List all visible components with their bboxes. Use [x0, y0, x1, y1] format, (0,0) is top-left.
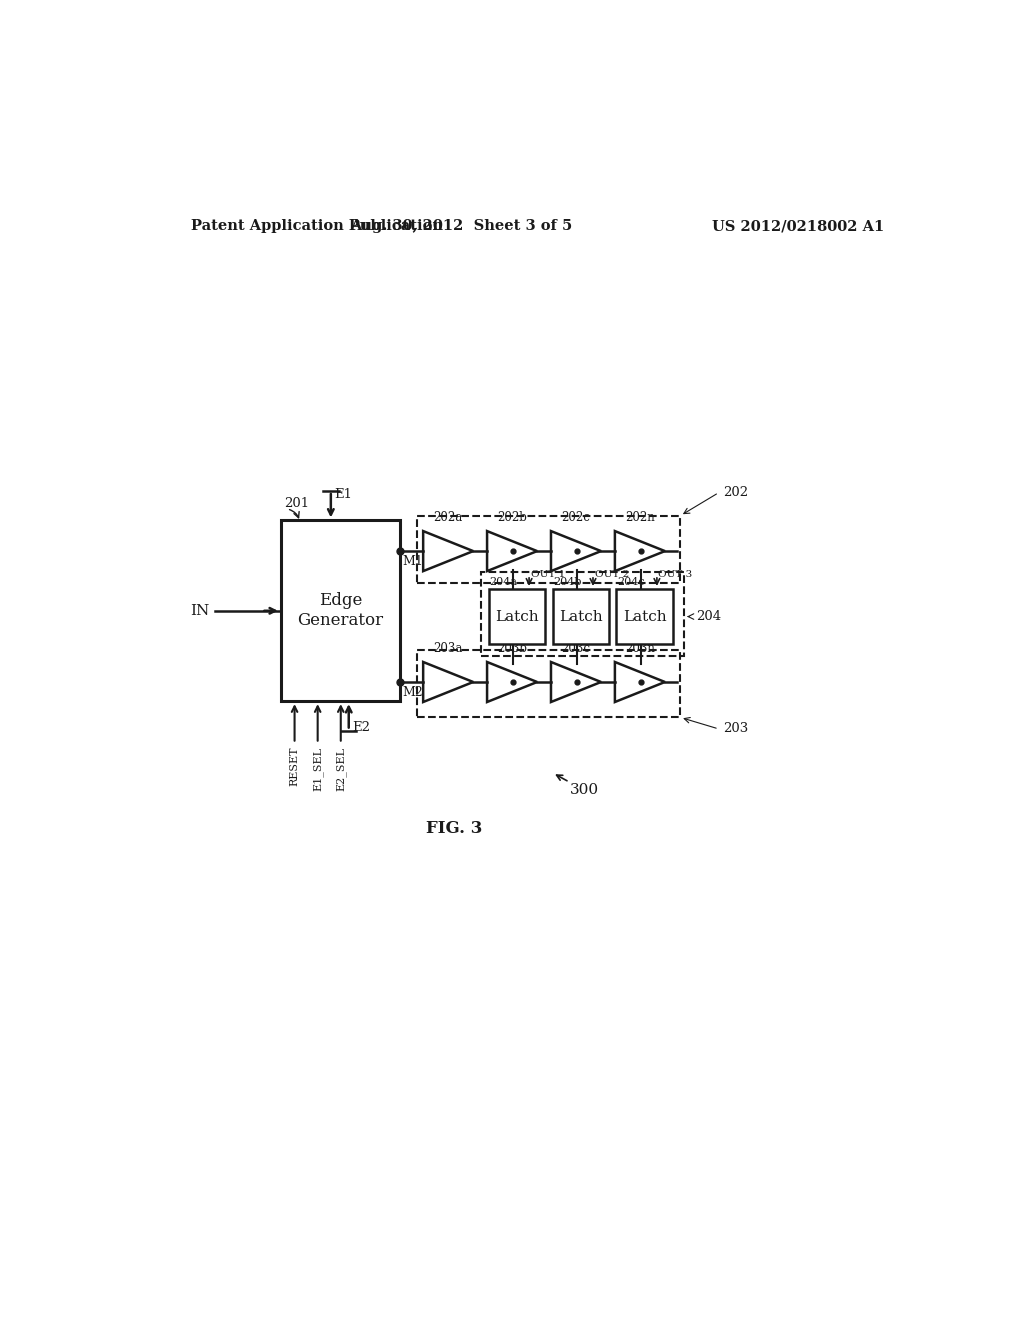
Text: Patent Application Publication: Patent Application Publication: [190, 219, 442, 234]
Text: Latch: Latch: [559, 610, 602, 623]
Text: OUT 1: OUT 1: [530, 570, 565, 579]
Text: E1_SEL: E1_SEL: [312, 747, 323, 791]
Bar: [417, 651, 680, 718]
Text: 204a: 204a: [489, 577, 517, 586]
Bar: [417, 516, 680, 582]
Text: 204c: 204c: [617, 577, 645, 586]
Text: Latch: Latch: [495, 610, 539, 623]
Text: Edge
Generator: Edge Generator: [297, 593, 383, 630]
Bar: [553, 589, 608, 644]
Text: Aug. 30, 2012  Sheet 3 of 5: Aug. 30, 2012 Sheet 3 of 5: [350, 219, 572, 234]
Text: 203c: 203c: [561, 642, 591, 655]
Text: 203b: 203b: [497, 642, 527, 655]
Text: 202a: 202a: [433, 511, 463, 524]
Text: E1: E1: [335, 488, 352, 502]
Text: E2_SEL: E2_SEL: [336, 747, 346, 791]
Text: 203a: 203a: [433, 642, 463, 655]
Bar: [281, 520, 400, 701]
Text: OUT 2: OUT 2: [595, 570, 629, 579]
Text: 204: 204: [695, 610, 721, 623]
Text: FIG. 3: FIG. 3: [426, 820, 482, 837]
Text: 202b: 202b: [498, 511, 527, 524]
Text: Latch: Latch: [623, 610, 667, 623]
Text: M2: M2: [402, 686, 423, 700]
Text: 203n: 203n: [625, 642, 655, 655]
Bar: [616, 589, 673, 644]
Text: 201: 201: [285, 496, 309, 510]
Text: RESET: RESET: [290, 747, 300, 787]
Bar: [481, 572, 684, 656]
Text: 202c: 202c: [561, 511, 591, 524]
Text: 202n: 202n: [625, 511, 654, 524]
Text: M1: M1: [402, 556, 423, 569]
Text: US 2012/0218002 A1: US 2012/0218002 A1: [712, 219, 884, 234]
Text: 202: 202: [723, 486, 748, 499]
Text: E2: E2: [352, 721, 371, 734]
Text: OUT 3: OUT 3: [658, 570, 692, 579]
Text: IN: IN: [189, 603, 209, 618]
Bar: [488, 589, 545, 644]
Text: 204b: 204b: [553, 577, 582, 586]
Text: 203: 203: [723, 722, 748, 735]
Text: 300: 300: [570, 783, 599, 797]
